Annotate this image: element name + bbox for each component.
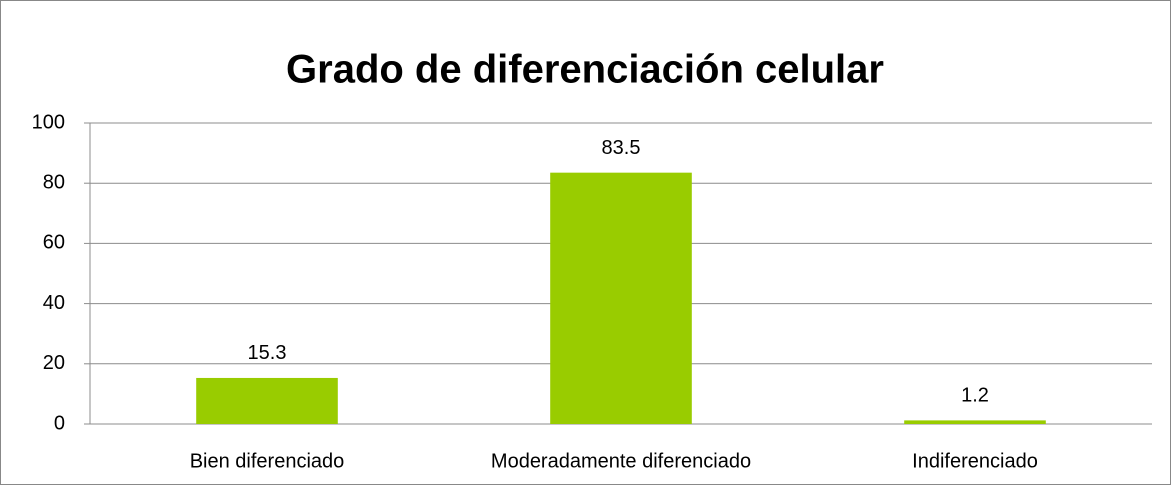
data-label: 1.2 (961, 385, 989, 407)
y-tick-label: 40 (43, 292, 65, 314)
x-tick-label: Bien diferenciado (190, 450, 345, 472)
bar (550, 172, 692, 424)
y-tick-label: 100 (32, 111, 65, 133)
y-tick-label: 60 (43, 232, 65, 254)
x-tick-label: Indiferenciado (912, 450, 1038, 472)
data-label: 15.3 (248, 342, 287, 364)
bar (904, 420, 1046, 424)
y-tick-label: 0 (54, 412, 65, 434)
chart-title: Grado de diferenciación celular (286, 48, 884, 92)
y-tick-label: 80 (43, 171, 65, 193)
data-label: 83.5 (602, 137, 641, 159)
y-tick-label: 20 (43, 352, 65, 374)
bar (196, 377, 338, 424)
x-tick-label: Moderadamente diferenciado (491, 450, 751, 472)
